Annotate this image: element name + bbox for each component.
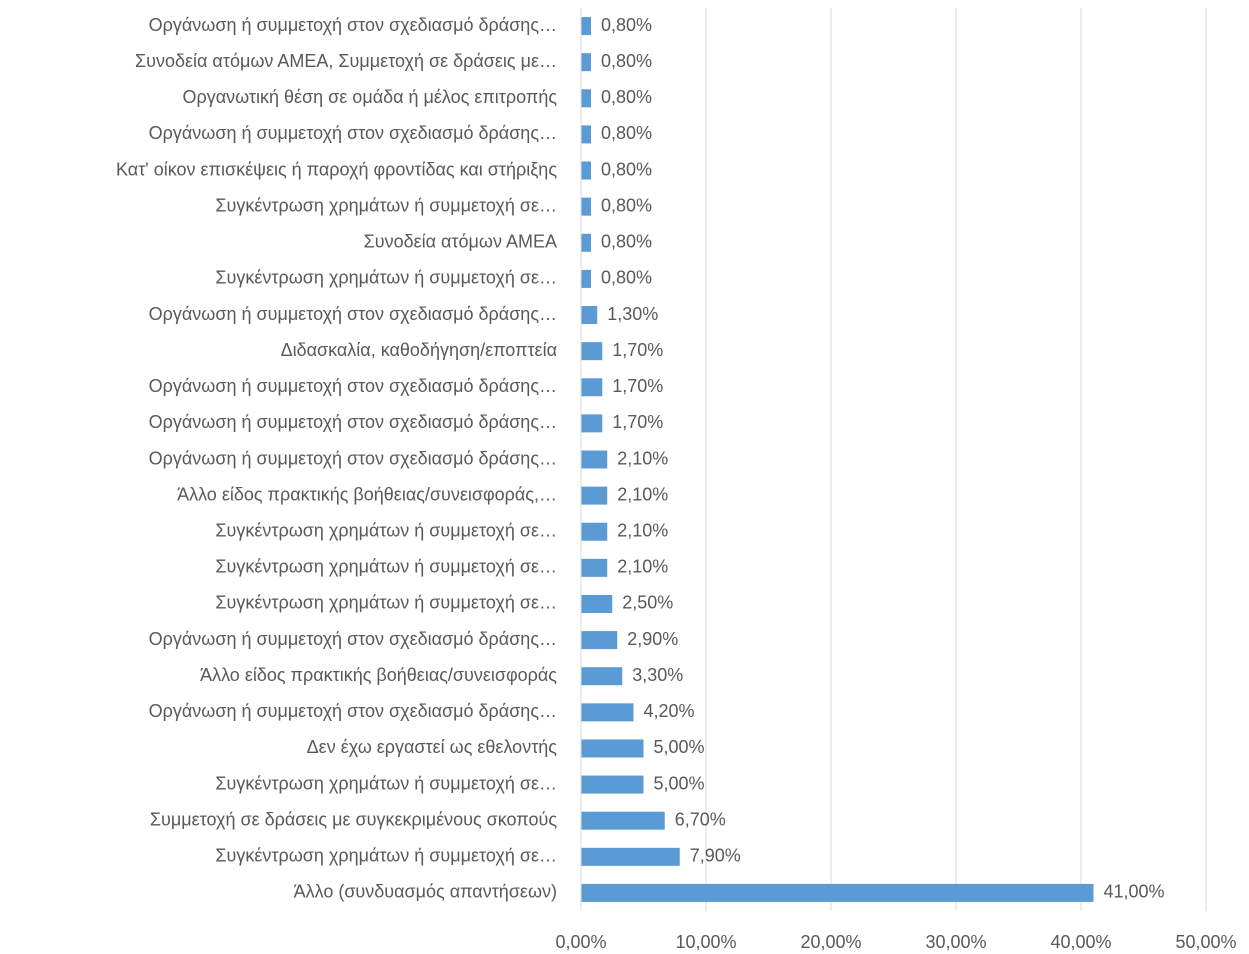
y-tick-label: Οργάνωση ή συμμετοχή στον σχεδιασμό δράσ… — [149, 15, 557, 35]
y-tick-label: Οργάνωση ή συμμετοχή στον σχεδιασμό δράσ… — [149, 123, 557, 143]
data-label: 3,30% — [632, 665, 683, 685]
bar — [581, 125, 591, 144]
bar — [581, 522, 608, 541]
bar — [581, 450, 608, 469]
y-tick-label: Συγκέντρωση χρημάτων ή συμμετοχή σε… — [215, 557, 557, 577]
bar — [581, 378, 603, 397]
bar — [581, 53, 591, 72]
bar — [581, 847, 680, 866]
bar — [581, 269, 591, 288]
bar — [581, 342, 603, 361]
data-label: 1,30% — [607, 304, 658, 324]
data-label: 2,50% — [622, 593, 673, 613]
data-label: 0,80% — [601, 159, 652, 179]
x-tick-label: 30,00% — [925, 932, 986, 952]
y-tick-label: Συνοδεία ατόμων ΑΜΕΑ, Συμμετοχή σε δράσε… — [135, 51, 557, 71]
bar — [581, 703, 634, 722]
data-label: 2,10% — [617, 557, 668, 577]
x-tick-label: 50,00% — [1175, 932, 1236, 952]
y-tick-label: Οργάνωση ή συμμετοχή στον σχεδιασμό δράσ… — [149, 376, 557, 396]
data-label: 0,80% — [601, 232, 652, 252]
bar — [581, 631, 618, 650]
data-label: 1,70% — [612, 340, 663, 360]
bar — [581, 594, 613, 613]
data-label: 5,00% — [654, 737, 705, 757]
y-tick-label: Οργάνωση ή συμμετοχή στον σχεδιασμό δράσ… — [149, 412, 557, 432]
y-tick-label: Συνοδεία ατόμων ΑΜΕΑ — [364, 232, 557, 252]
y-tick-label: Άλλο (συνδυασμός απαντήσεων) — [294, 882, 557, 902]
bar — [581, 739, 644, 758]
data-label: 0,80% — [601, 268, 652, 288]
bar — [581, 306, 598, 325]
y-tick-label: Οργανωτική θέση σε ομάδα ή μέλος επιτροπ… — [182, 87, 557, 107]
y-tick-label: Συγκέντρωση χρημάτων ή συμμετοχή σε… — [215, 593, 557, 613]
y-tick-label: Συγκέντρωση χρημάτων ή συμμετοχή σε… — [215, 195, 557, 215]
data-label: 1,70% — [612, 412, 663, 432]
x-tick-label: 0,00% — [555, 932, 606, 952]
bar — [581, 775, 644, 794]
bar — [581, 486, 608, 505]
data-label: 2,90% — [627, 629, 678, 649]
data-label: 0,80% — [601, 87, 652, 107]
y-tick-label: Οργάνωση ή συμμετοχή στον σχεδιασμό δράσ… — [149, 701, 557, 721]
data-label: 41,00% — [1104, 882, 1165, 902]
y-tick-label: Οργάνωση ή συμμετοχή στον σχεδιασμό δράσ… — [149, 448, 557, 468]
data-label: 2,10% — [617, 484, 668, 504]
y-tick-label: Συγκέντρωση χρημάτων ή συμμετοχή σε… — [215, 520, 557, 540]
y-tick-label: Άλλο είδος πρακτικής βοήθειας/συνεισφορά… — [177, 484, 557, 504]
bar — [581, 17, 591, 36]
bar — [581, 667, 623, 686]
y-tick-label: Οργάνωση ή συμμετοχή στον σχεδιασμό δράσ… — [149, 304, 557, 324]
data-label: 0,80% — [601, 15, 652, 35]
data-label: 2,10% — [617, 520, 668, 540]
bar — [581, 883, 1094, 902]
y-tick-label: Κατ' οίκον επισκέψεις ή παροχή φροντίδας… — [116, 159, 557, 179]
data-label: 6,70% — [675, 809, 726, 829]
data-label: 2,10% — [617, 448, 668, 468]
x-tick-label: 40,00% — [1050, 932, 1111, 952]
y-tick-label: Δεν έχω εργαστεί ως εθελοντής — [307, 737, 558, 757]
bar — [581, 811, 665, 830]
data-label: 4,20% — [644, 701, 695, 721]
bar — [581, 197, 591, 216]
x-tick-label: 10,00% — [675, 932, 736, 952]
y-tick-label: Διδασκαλία, καθοδήγηση/εποπτεία — [281, 340, 557, 360]
data-label: 0,80% — [601, 51, 652, 71]
y-tick-label: Άλλο είδος πρακτικής βοήθειας/συνεισφορά… — [200, 665, 557, 685]
y-tick-label: Οργάνωση ή συμμετοχή στον σχεδιασμό δράσ… — [149, 629, 557, 649]
bar — [581, 414, 603, 433]
bar — [581, 233, 591, 252]
y-tick-label: Συγκέντρωση χρημάτων ή συμμετοχή σε… — [215, 846, 557, 866]
x-tick-label: 20,00% — [800, 932, 861, 952]
bar — [581, 89, 591, 108]
y-tick-label: Συγκέντρωση χρημάτων ή συμμετοχή σε… — [215, 268, 557, 288]
bar — [581, 558, 608, 577]
data-label: 5,00% — [654, 773, 705, 793]
data-label: 0,80% — [601, 195, 652, 215]
data-label: 1,70% — [612, 376, 663, 396]
bar — [581, 161, 591, 180]
y-tick-label: Συμμετοχή σε δράσεις με συγκεκριμένους σ… — [150, 809, 557, 829]
data-label: 7,90% — [690, 846, 741, 866]
y-tick-label: Συγκέντρωση χρημάτων ή συμμετοχή σε… — [215, 773, 557, 793]
data-label: 0,80% — [601, 123, 652, 143]
